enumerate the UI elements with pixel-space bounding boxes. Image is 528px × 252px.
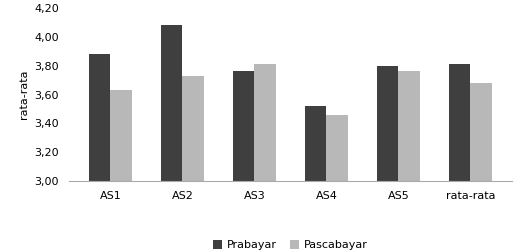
Bar (89, 54, 110, 181)
Y-axis label: rata-rata: rata-rata (18, 70, 29, 119)
Bar (326, 115, 348, 181)
Bar (470, 83, 492, 181)
Bar (399, 71, 420, 181)
Legend: Prabayar, Pascabayar: Prabayar, Pascabayar (209, 236, 372, 252)
Bar (182, 76, 204, 181)
Bar (161, 25, 182, 181)
Bar (377, 66, 399, 181)
Bar (233, 71, 254, 181)
Bar (110, 90, 132, 181)
Bar (254, 64, 276, 181)
Bar (305, 106, 326, 181)
Bar (449, 64, 470, 181)
